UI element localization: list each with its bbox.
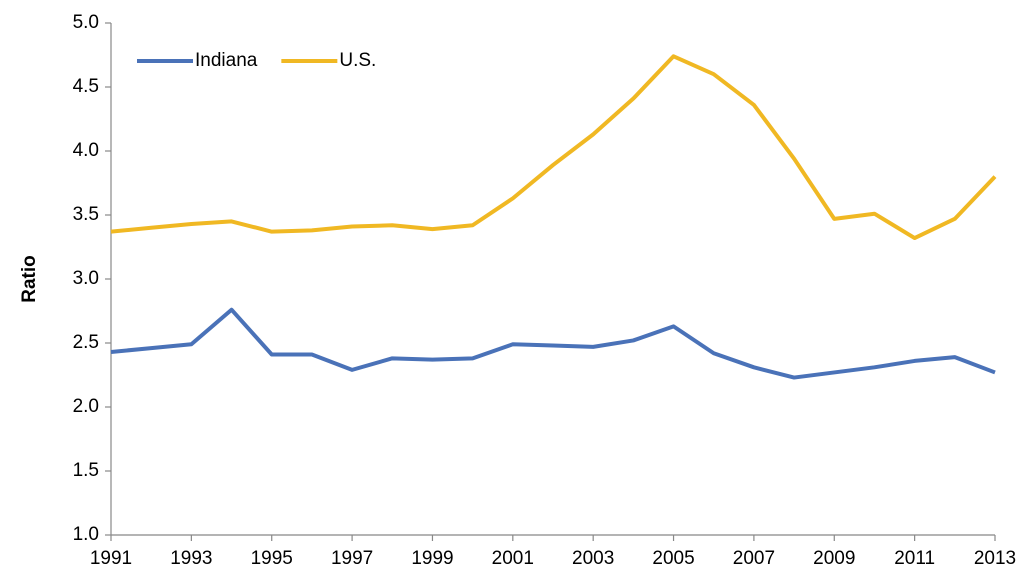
x-tick-label: 2001 — [492, 548, 534, 569]
y-tick-label: 1.0 — [73, 524, 99, 545]
y-tick-label: 4.5 — [73, 76, 99, 97]
line-series — [110, 307, 996, 380]
x-tick-label: 2011 — [894, 548, 935, 569]
y-tick-label: 2.5 — [73, 332, 99, 353]
x-tick-label: 2005 — [652, 548, 694, 569]
x-tick-label: 1999 — [411, 548, 453, 569]
x-tick-label: 2003 — [572, 548, 614, 569]
x-tick-label: 2009 — [813, 548, 855, 569]
legend-label: U.S. — [339, 50, 376, 71]
x-tick-label: 1993 — [170, 548, 212, 569]
y-axis-label: Ratio — [19, 255, 40, 303]
x-tick-label: 1991 — [90, 548, 132, 569]
x-tick-label: 1995 — [251, 548, 293, 569]
y-tick-label: 3.0 — [73, 268, 99, 289]
y-tick-label: 1.5 — [73, 460, 99, 481]
x-tick-label: 2007 — [733, 548, 775, 569]
y-tick-label: 2.0 — [73, 396, 99, 417]
x-tick-label: 2013 — [974, 548, 1016, 569]
y-tick-label: 4.0 — [73, 140, 99, 161]
line-series — [110, 54, 997, 241]
y-tick-label: 5.0 — [73, 12, 99, 33]
y-tick-label: 3.5 — [73, 204, 99, 225]
x-tick-label: 1997 — [331, 548, 373, 569]
legend-label: Indiana — [195, 50, 258, 71]
